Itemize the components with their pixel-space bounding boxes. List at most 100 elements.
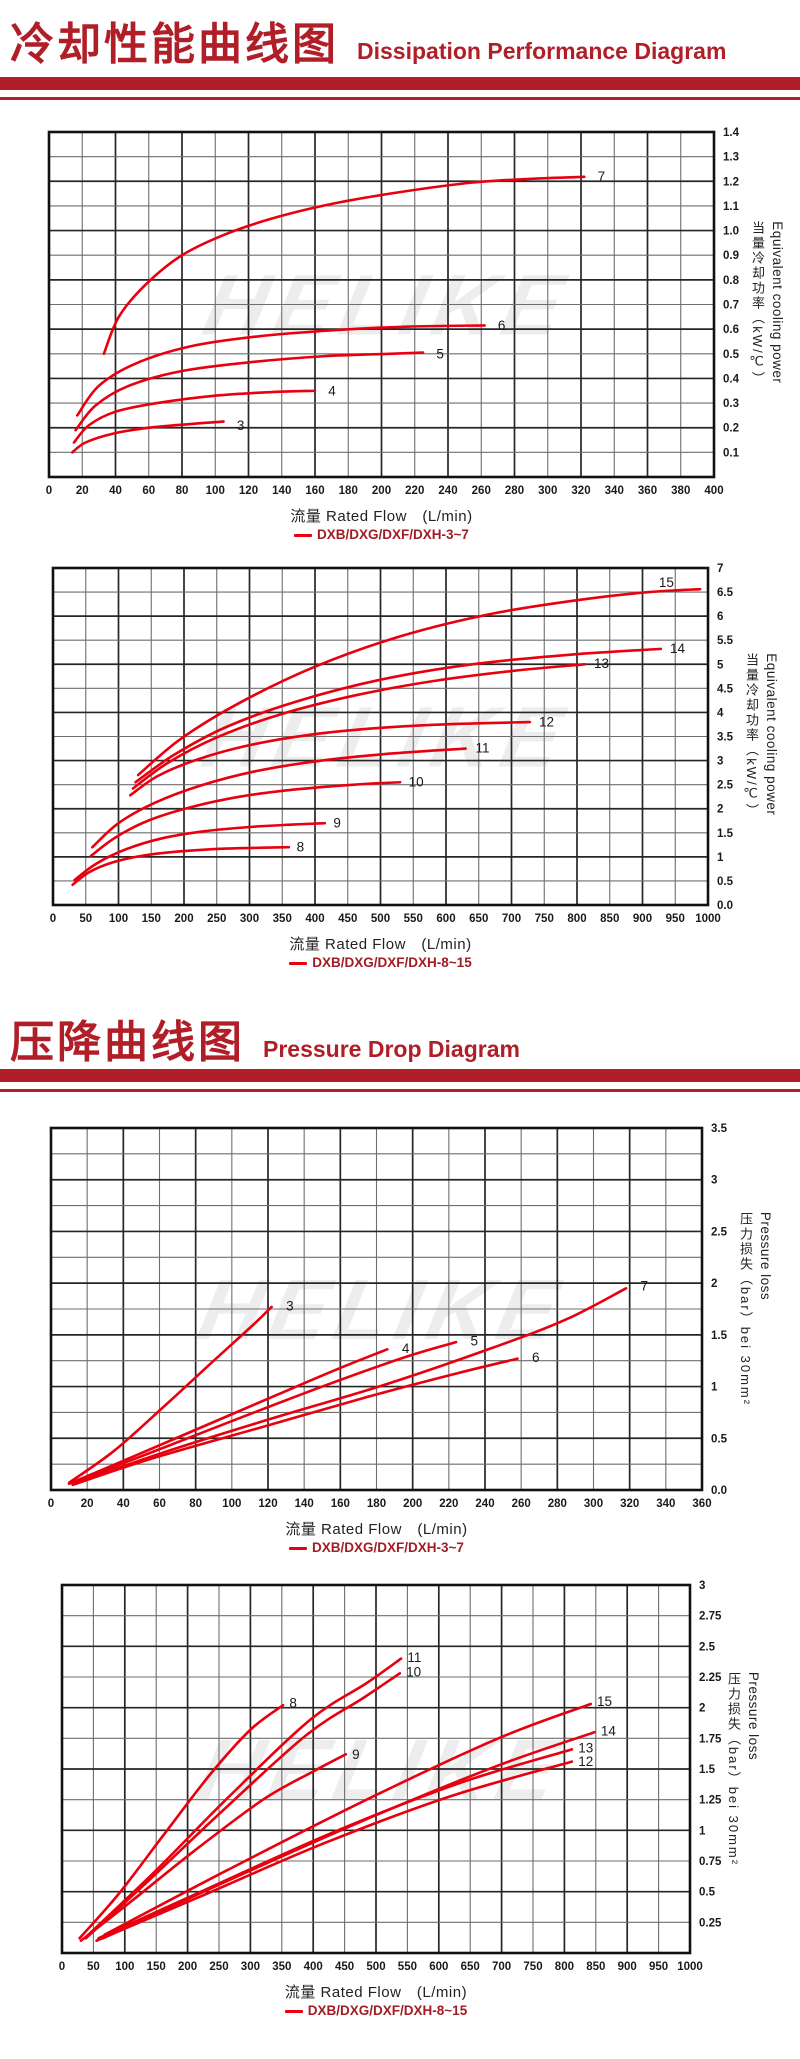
y-tick-label: 0.6 <box>723 324 739 336</box>
curve-label-15: 15 <box>597 1694 612 1709</box>
legend-label: DXB/DXG/DXF/DXH-8~15 <box>312 955 472 970</box>
watermark: HELIKE <box>191 1262 575 1358</box>
x-tick-label: 500 <box>366 1961 385 1973</box>
x-tick-label: 0 <box>48 1498 54 1510</box>
x-tick-label: 360 <box>638 485 657 497</box>
legend-line-swatch <box>294 533 313 537</box>
y-tick-label: 0.5 <box>723 349 740 361</box>
chart-cooling-3-7: HELIKE 3 4 5 6 7 0 20 40 60 80 100 120 140 160 180 200 22… <box>46 127 740 497</box>
x-tick-label: 450 <box>335 1961 354 1973</box>
x-tick-label: 160 <box>305 485 324 497</box>
divider-bar-thin <box>0 1089 800 1092</box>
x-tick-label: 280 <box>505 485 524 497</box>
x-tick-label: 200 <box>178 1961 197 1973</box>
divider-bar-thin <box>0 97 800 100</box>
section-title-en: Dissipation Performance Diagram <box>357 38 727 64</box>
x-tick-label: 650 <box>469 913 488 925</box>
y-axis-title: 当量冷却功率（kW/℃） Equivalent cooling power <box>748 221 785 386</box>
y-tick-label: 1.5 <box>699 1764 716 1776</box>
x-tick-label: 700 <box>492 1961 511 1973</box>
x-tick-label: 200 <box>372 485 391 497</box>
y-axis-title-cn: 压力损失（bar）bei 30mm² <box>738 1211 753 1407</box>
x-tick-label: 900 <box>618 1961 637 1973</box>
divider-bar-thick <box>0 1069 800 1082</box>
x-axis-title: 流量 Rated Flow (L/min) <box>285 1521 468 1538</box>
y-tick-label: 5 <box>717 659 724 671</box>
x-tick-label: 300 <box>241 1961 260 1973</box>
x-tick-label: 60 <box>142 485 155 497</box>
x-tick-label: 300 <box>584 1498 603 1510</box>
legend: DXB/DXG/DXF/DXH-3~7 <box>51 1540 702 1555</box>
x-tick-label: 260 <box>472 485 491 497</box>
curve-8 <box>71 845 291 887</box>
curve-13 <box>131 662 587 790</box>
plot-border <box>49 1126 704 1492</box>
x-axis-title: 流量 Rated Flow (L/min) <box>284 1984 468 2001</box>
curve-label-3: 3 <box>237 418 245 433</box>
y-tick-label: 1 <box>717 852 724 864</box>
curve-label-10: 10 <box>406 1665 421 1680</box>
y-tick-label: 0.0 <box>711 1485 727 1497</box>
x-tick-label: 320 <box>620 1498 639 1510</box>
y-tick-label: 0.9 <box>723 250 739 262</box>
x-tick-label: 100 <box>115 1961 134 1973</box>
y-tick-label: 0.2 <box>723 423 739 435</box>
x-tick-label: 950 <box>666 913 685 925</box>
y-tick-label: 1.0 <box>723 226 739 238</box>
y-tick-label: 2.75 <box>699 1611 722 1623</box>
x-tick-label: 200 <box>403 1498 422 1510</box>
x-tick-label: 550 <box>398 1961 417 1973</box>
x-axis-title: 流量 Rated Flow (L/min) <box>289 936 472 953</box>
x-tick-label: 300 <box>240 913 259 925</box>
curve-label-12: 12 <box>539 715 554 730</box>
x-tick-label: 140 <box>295 1498 314 1510</box>
curve-label-7: 7 <box>641 1279 649 1294</box>
watermark: HELIKE <box>196 257 580 353</box>
x-tick-label: 260 <box>512 1498 531 1510</box>
y-axis-title: 压力损失（bar）bei 30mm² Pressure loss <box>724 1672 761 1866</box>
curve-12 <box>95 1760 574 1943</box>
x-tick-label: 600 <box>429 1961 448 1973</box>
y-tick-label: 0.3 <box>723 398 739 410</box>
legend: DXB/DXG/DXF/DXH-3~7 <box>49 527 714 542</box>
y-axis-title-en: Equivalent cooling power <box>764 653 779 816</box>
curve-label-13: 13 <box>594 656 609 671</box>
x-tick-label: 340 <box>605 485 624 497</box>
divider-bar-thick <box>0 77 800 90</box>
x-tick-label: 180 <box>367 1498 386 1510</box>
x-tick-label: 100 <box>222 1498 241 1510</box>
curve-label-9: 9 <box>352 1747 360 1762</box>
y-tick-label: 4 <box>717 707 724 719</box>
curve-5 <box>71 1340 458 1485</box>
curve-11 <box>91 747 467 849</box>
y-axis-title-en: Pressure loss <box>746 1671 761 1761</box>
section-header-cooling: 冷却性能曲线图 Dissipation Performance Diagram <box>10 8 726 72</box>
y-tick-label: 6 <box>717 611 723 623</box>
y-tick-label: 2.25 <box>699 1672 722 1684</box>
x-tick-label: 380 <box>671 485 690 497</box>
x-tick-label: 750 <box>523 1961 542 1973</box>
curve-label-8: 8 <box>297 840 305 855</box>
x-tick-label: 800 <box>555 1961 574 1973</box>
x-tick-label: 250 <box>207 913 226 925</box>
curve-label-14: 14 <box>601 1723 617 1738</box>
y-tick-label: 3 <box>699 1580 705 1592</box>
y-axis-title: 当量冷却功率（kW/℃） Equivalent cooling power <box>742 653 779 818</box>
x-tick-label: 40 <box>109 485 122 497</box>
curve-8 <box>78 1703 285 1940</box>
curve-label-11: 11 <box>407 1650 421 1665</box>
y-tick-label: 0.1 <box>723 447 740 459</box>
curve-4 <box>72 389 317 444</box>
y-tick-label: 2.5 <box>711 1226 728 1238</box>
y-tick-label: 1.4 <box>723 127 740 139</box>
curve-label-6: 6 <box>532 1350 540 1365</box>
y-tick-label: 1 <box>711 1382 718 1394</box>
x-tick-label: 320 <box>571 485 590 497</box>
y-tick-label: 1.5 <box>717 828 734 840</box>
y-tick-label: 0.4 <box>723 373 740 385</box>
x-tick-label: 60 <box>153 1498 166 1510</box>
curve-label-5: 5 <box>471 1334 479 1349</box>
x-tick-label: 20 <box>81 1498 94 1510</box>
y-tick-label: 0.25 <box>699 1917 722 1929</box>
